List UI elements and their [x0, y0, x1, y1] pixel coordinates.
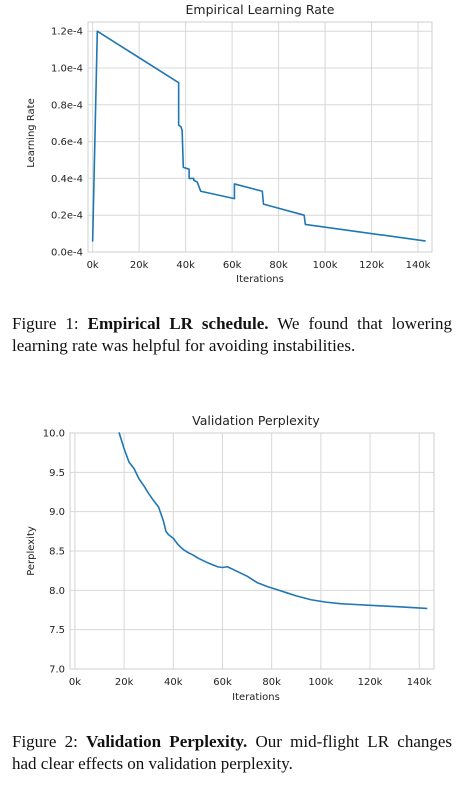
x-tick-label: 40k [176, 260, 195, 271]
y-tick-label: 8.0 [49, 586, 65, 597]
x-tick-label: 80k [262, 677, 281, 688]
plot-frame [87, 21, 433, 253]
y-tick-label: 0.4e-4 [51, 174, 83, 185]
figure-2-caption: Figure 2: Validation Perplexity. Our mid… [12, 731, 452, 775]
series-line [118, 432, 428, 610]
caption-text: Our mid-flight LR changes had clear effe… [12, 732, 453, 773]
validation-perplexity-chart: Validation Perplexity Iterations Perplex… [26, 413, 435, 703]
grid [70, 432, 434, 670]
y-tick-label: 10.0 [43, 429, 65, 440]
x-tick-label: 100k [308, 677, 333, 688]
y-axis-label: Perplexity [26, 526, 37, 576]
y-tick-label: 9.0 [49, 507, 65, 518]
figure-1-caption: Figure 1: Empirical LR schedule. We foun… [12, 313, 452, 357]
x-tick-label: 120k [359, 260, 384, 271]
y-tick-label: 1.0e-4 [51, 64, 83, 75]
series-line [91, 30, 426, 242]
y-tick-label: 0.2e-4 [51, 211, 83, 222]
x-axis-label: Iterations [236, 274, 284, 285]
figure-number: Figure 2: [12, 732, 78, 751]
x-tick-label: 20k [130, 260, 149, 271]
x-axis-label: Iterations [232, 692, 280, 703]
grid [88, 22, 432, 253]
x-tick-label: 60k [223, 260, 242, 271]
y-tick-label: 0.8e-4 [51, 100, 83, 111]
caption-text: We found that lowering learning rate was… [12, 314, 453, 355]
y-tick-label: 0.6e-4 [51, 137, 83, 148]
y-tick-label: 0.0e-4 [51, 248, 83, 259]
x-tick-label: 100k [313, 260, 338, 271]
x-tick-label: 0k [87, 260, 99, 271]
figure-number: Figure 1: [12, 314, 79, 333]
y-tick-label: 7.5 [49, 625, 65, 636]
y-tick-label: 1.2e-4 [51, 27, 83, 38]
caption-title: Validation Perplexity. [86, 732, 248, 751]
y-tick-label: 8.5 [49, 547, 65, 558]
plot-frame [69, 432, 435, 670]
y-tick-label: 9.5 [49, 468, 65, 479]
x-tick-label: 140k [406, 260, 431, 271]
caption-title: Empirical LR schedule. [87, 314, 269, 333]
chart-title: Empirical Learning Rate [186, 2, 335, 17]
x-tick-label: 60k [213, 677, 232, 688]
x-tick-label: 80k [269, 260, 288, 271]
x-tick-label: 40k [164, 677, 183, 688]
y-axis-label: Learning Rate [26, 98, 37, 168]
chart-title: Validation Perplexity [192, 413, 320, 428]
y-tick-label: 7.0 [49, 665, 65, 676]
x-tick-label: 0k [69, 677, 81, 688]
x-tick-label: 140k [407, 677, 432, 688]
x-tick-label: 120k [358, 677, 383, 688]
x-tick-label: 20k [115, 677, 134, 688]
learning-rate-chart: Empirical Learning Rate Iterations Learn… [26, 2, 433, 285]
